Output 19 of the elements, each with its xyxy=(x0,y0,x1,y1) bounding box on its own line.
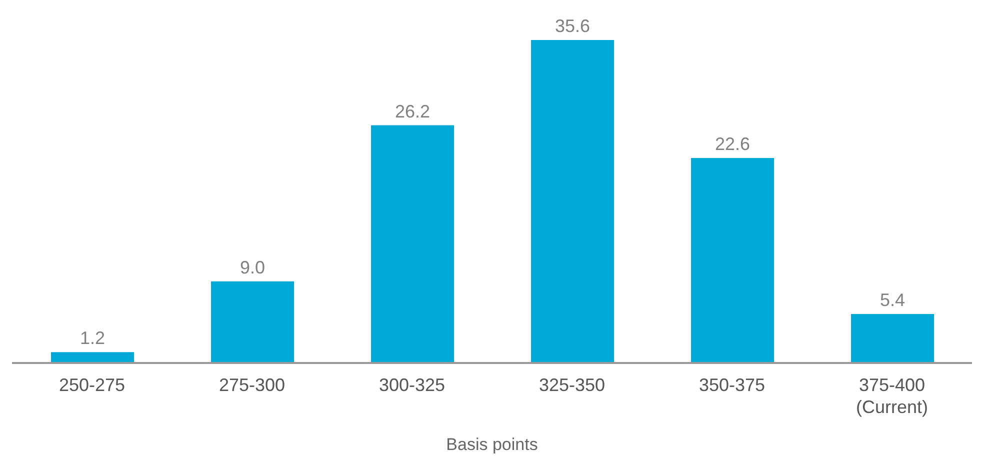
data-label: 22.6 xyxy=(714,134,750,154)
data-label: 26.2 xyxy=(394,101,430,122)
data-label: 5.4 xyxy=(880,290,906,310)
x-axis-title: Basis points xyxy=(446,435,538,454)
bar xyxy=(211,281,294,363)
data-label: 35.6 xyxy=(554,16,590,36)
x-tick-label: 350-375 xyxy=(698,375,766,395)
x-tick-label: 250-275 xyxy=(58,375,126,395)
bar xyxy=(691,158,774,363)
data-label: 1.2 xyxy=(80,328,106,348)
bar xyxy=(371,125,454,363)
x-tick-label: 300-325 xyxy=(378,375,446,395)
bar xyxy=(531,40,614,363)
x-tick-label: 325-350 xyxy=(538,375,606,395)
x-tick-label: 375-400 (Current) xyxy=(856,375,928,417)
data-label: 9.0 xyxy=(240,257,266,278)
bar xyxy=(851,314,934,363)
x-tick-label: 275-300 xyxy=(218,375,286,395)
bar xyxy=(51,352,134,363)
